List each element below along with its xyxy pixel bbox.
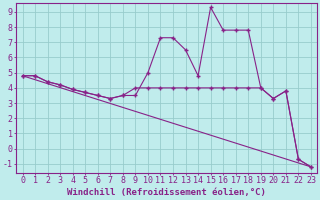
X-axis label: Windchill (Refroidissement éolien,°C): Windchill (Refroidissement éolien,°C)	[67, 188, 266, 197]
